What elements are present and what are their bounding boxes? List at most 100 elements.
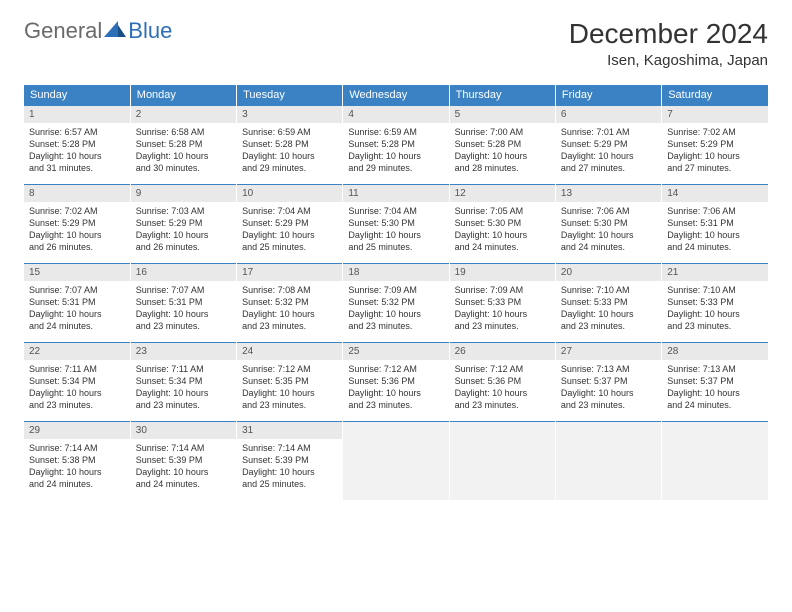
calendar-body: 1Sunrise: 6:57 AMSunset: 5:28 PMDaylight… [24, 106, 768, 501]
calendar-cell: 9Sunrise: 7:03 AMSunset: 5:29 PMDaylight… [130, 185, 236, 264]
calendar-cell [555, 422, 661, 501]
day-info: Sunrise: 7:14 AMSunset: 5:38 PMDaylight:… [24, 439, 130, 496]
day-number: 11 [343, 185, 448, 202]
day-number: 20 [556, 264, 661, 281]
day-info: Sunrise: 7:12 AMSunset: 5:35 PMDaylight:… [237, 360, 342, 417]
empty-cell [556, 422, 661, 500]
calendar-cell: 19Sunrise: 7:09 AMSunset: 5:33 PMDayligh… [449, 264, 555, 343]
day-number: 9 [131, 185, 236, 202]
calendar-cell: 30Sunrise: 7:14 AMSunset: 5:39 PMDayligh… [130, 422, 236, 501]
calendar-cell: 29Sunrise: 7:14 AMSunset: 5:38 PMDayligh… [24, 422, 130, 501]
day-number: 13 [556, 185, 661, 202]
title-block: December 2024 Isen, Kagoshima, Japan [569, 18, 768, 69]
calendar-cell: 11Sunrise: 7:04 AMSunset: 5:30 PMDayligh… [343, 185, 449, 264]
empty-cell [662, 422, 768, 500]
weekday-header: Monday [130, 85, 236, 106]
day-number: 30 [131, 422, 236, 439]
day-info: Sunrise: 6:59 AMSunset: 5:28 PMDaylight:… [237, 123, 342, 180]
day-info: Sunrise: 7:10 AMSunset: 5:33 PMDaylight:… [556, 281, 661, 338]
calendar-cell: 18Sunrise: 7:09 AMSunset: 5:32 PMDayligh… [343, 264, 449, 343]
weekday-header: Sunday [24, 85, 130, 106]
calendar-row: 29Sunrise: 7:14 AMSunset: 5:38 PMDayligh… [24, 422, 768, 501]
day-info: Sunrise: 7:14 AMSunset: 5:39 PMDaylight:… [131, 439, 236, 496]
day-info: Sunrise: 7:10 AMSunset: 5:33 PMDaylight:… [662, 281, 768, 338]
calendar-cell: 28Sunrise: 7:13 AMSunset: 5:37 PMDayligh… [662, 343, 768, 422]
day-number: 7 [662, 106, 768, 123]
day-number: 2 [131, 106, 236, 123]
calendar-cell: 27Sunrise: 7:13 AMSunset: 5:37 PMDayligh… [555, 343, 661, 422]
calendar-cell: 15Sunrise: 7:07 AMSunset: 5:31 PMDayligh… [24, 264, 130, 343]
day-info: Sunrise: 7:07 AMSunset: 5:31 PMDaylight:… [131, 281, 236, 338]
calendar-cell: 4Sunrise: 6:59 AMSunset: 5:28 PMDaylight… [343, 106, 449, 185]
day-info: Sunrise: 7:09 AMSunset: 5:33 PMDaylight:… [450, 281, 555, 338]
weekday-header: Saturday [662, 85, 768, 106]
day-info: Sunrise: 7:03 AMSunset: 5:29 PMDaylight:… [131, 202, 236, 259]
day-number: 23 [131, 343, 236, 360]
calendar-cell: 14Sunrise: 7:06 AMSunset: 5:31 PMDayligh… [662, 185, 768, 264]
day-info: Sunrise: 7:11 AMSunset: 5:34 PMDaylight:… [24, 360, 130, 417]
calendar-row: 1Sunrise: 6:57 AMSunset: 5:28 PMDaylight… [24, 106, 768, 185]
day-number: 5 [450, 106, 555, 123]
day-number: 22 [24, 343, 130, 360]
day-number: 31 [237, 422, 342, 439]
day-info: Sunrise: 7:11 AMSunset: 5:34 PMDaylight:… [131, 360, 236, 417]
calendar-cell: 12Sunrise: 7:05 AMSunset: 5:30 PMDayligh… [449, 185, 555, 264]
calendar-cell: 3Sunrise: 6:59 AMSunset: 5:28 PMDaylight… [237, 106, 343, 185]
calendar-cell: 31Sunrise: 7:14 AMSunset: 5:39 PMDayligh… [237, 422, 343, 501]
calendar-cell: 22Sunrise: 7:11 AMSunset: 5:34 PMDayligh… [24, 343, 130, 422]
day-number: 19 [450, 264, 555, 281]
day-info: Sunrise: 7:12 AMSunset: 5:36 PMDaylight:… [450, 360, 555, 417]
day-number: 17 [237, 264, 342, 281]
logo-triangle-icon [104, 21, 126, 42]
calendar-cell: 10Sunrise: 7:04 AMSunset: 5:29 PMDayligh… [237, 185, 343, 264]
calendar-table: SundayMondayTuesdayWednesdayThursdayFrid… [24, 85, 768, 500]
day-info: Sunrise: 7:04 AMSunset: 5:30 PMDaylight:… [343, 202, 448, 259]
day-number: 12 [450, 185, 555, 202]
day-info: Sunrise: 6:57 AMSunset: 5:28 PMDaylight:… [24, 123, 130, 180]
day-number: 1 [24, 106, 130, 123]
day-number: 15 [24, 264, 130, 281]
calendar-cell: 7Sunrise: 7:02 AMSunset: 5:29 PMDaylight… [662, 106, 768, 185]
day-number: 10 [237, 185, 342, 202]
day-info: Sunrise: 7:13 AMSunset: 5:37 PMDaylight:… [662, 360, 768, 417]
calendar-cell: 6Sunrise: 7:01 AMSunset: 5:29 PMDaylight… [555, 106, 661, 185]
empty-cell [343, 422, 448, 500]
day-info: Sunrise: 7:02 AMSunset: 5:29 PMDaylight:… [662, 123, 768, 180]
day-info: Sunrise: 7:06 AMSunset: 5:31 PMDaylight:… [662, 202, 768, 259]
calendar-cell: 25Sunrise: 7:12 AMSunset: 5:36 PMDayligh… [343, 343, 449, 422]
day-info: Sunrise: 7:06 AMSunset: 5:30 PMDaylight:… [556, 202, 661, 259]
calendar-row: 22Sunrise: 7:11 AMSunset: 5:34 PMDayligh… [24, 343, 768, 422]
day-info: Sunrise: 7:14 AMSunset: 5:39 PMDaylight:… [237, 439, 342, 496]
weekday-header: Wednesday [343, 85, 449, 106]
weekday-header: Friday [555, 85, 661, 106]
header: General Blue December 2024 Isen, Kagoshi… [0, 0, 792, 77]
weekday-header: Thursday [449, 85, 555, 106]
calendar-cell: 8Sunrise: 7:02 AMSunset: 5:29 PMDaylight… [24, 185, 130, 264]
calendar-cell [343, 422, 449, 501]
calendar-cell: 24Sunrise: 7:12 AMSunset: 5:35 PMDayligh… [237, 343, 343, 422]
day-number: 4 [343, 106, 448, 123]
day-number: 6 [556, 106, 661, 123]
day-info: Sunrise: 7:09 AMSunset: 5:32 PMDaylight:… [343, 281, 448, 338]
day-number: 3 [237, 106, 342, 123]
calendar-row: 15Sunrise: 7:07 AMSunset: 5:31 PMDayligh… [24, 264, 768, 343]
day-number: 16 [131, 264, 236, 281]
day-info: Sunrise: 7:12 AMSunset: 5:36 PMDaylight:… [343, 360, 448, 417]
day-number: 21 [662, 264, 768, 281]
day-info: Sunrise: 7:02 AMSunset: 5:29 PMDaylight:… [24, 202, 130, 259]
day-info: Sunrise: 7:01 AMSunset: 5:29 PMDaylight:… [556, 123, 661, 180]
calendar-cell: 26Sunrise: 7:12 AMSunset: 5:36 PMDayligh… [449, 343, 555, 422]
day-number: 14 [662, 185, 768, 202]
empty-cell [450, 422, 555, 500]
day-number: 25 [343, 343, 448, 360]
logo-text-general: General [24, 18, 102, 44]
calendar-cell: 20Sunrise: 7:10 AMSunset: 5:33 PMDayligh… [555, 264, 661, 343]
calendar-row: 8Sunrise: 7:02 AMSunset: 5:29 PMDaylight… [24, 185, 768, 264]
page-subtitle: Isen, Kagoshima, Japan [569, 52, 768, 69]
calendar-cell: 13Sunrise: 7:06 AMSunset: 5:30 PMDayligh… [555, 185, 661, 264]
day-number: 8 [24, 185, 130, 202]
day-number: 18 [343, 264, 448, 281]
calendar-cell: 21Sunrise: 7:10 AMSunset: 5:33 PMDayligh… [662, 264, 768, 343]
calendar-head: SundayMondayTuesdayWednesdayThursdayFrid… [24, 85, 768, 106]
calendar-cell: 16Sunrise: 7:07 AMSunset: 5:31 PMDayligh… [130, 264, 236, 343]
